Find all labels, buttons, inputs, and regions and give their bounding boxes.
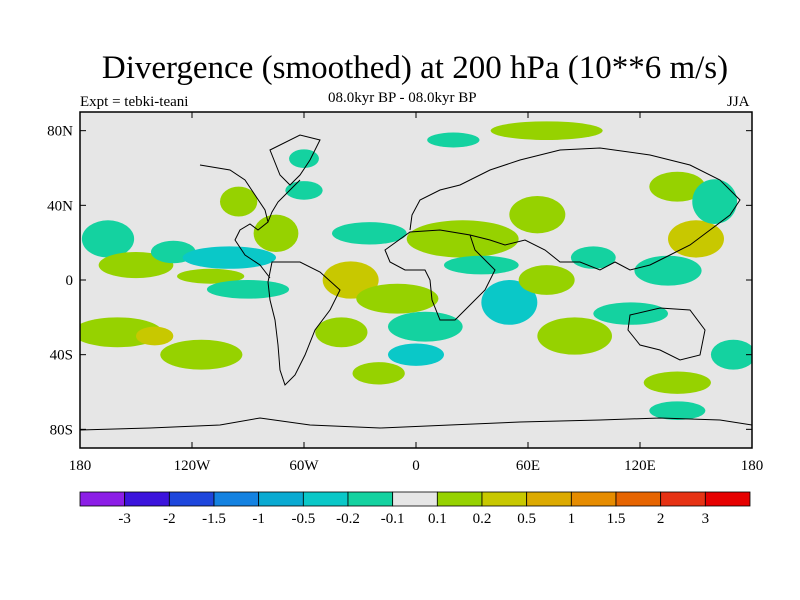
- anomaly-patch: [332, 222, 407, 245]
- colorbar-swatch: [168, 491, 215, 507]
- anomaly-patch: [253, 214, 299, 252]
- anomaly-patch: [206, 280, 290, 299]
- colorbar-label: -0.1: [381, 511, 405, 527]
- x-tick-label: 180: [69, 458, 92, 474]
- colorbar-swatch: [392, 491, 438, 507]
- x-tick-label: 0: [412, 458, 420, 474]
- colorbar-swatch: [570, 491, 617, 507]
- anomaly-patch: [427, 132, 480, 148]
- colorbar-label: 0.1: [428, 511, 447, 527]
- anomaly-patch: [593, 302, 669, 325]
- y-axis-ticks: 80N 40N 0 40S 80S: [47, 124, 752, 438]
- x-tick-label: 120W: [174, 458, 212, 474]
- colorbar-label: 1.5: [607, 511, 626, 527]
- colorbar-swatch: [526, 491, 572, 507]
- y-tick-label: 80N: [47, 124, 73, 140]
- anomaly-patch: [649, 401, 706, 420]
- colorbar-swatch: [481, 491, 528, 507]
- anomaly-patch: [490, 121, 603, 140]
- colorbar-swatch: [124, 491, 170, 507]
- chart-title: Divergence (smoothed) at 200 hPa (10**6 …: [101, 50, 729, 86]
- colorbar-label: 0.5: [517, 511, 536, 527]
- colorbar-label: -0.5: [291, 511, 315, 527]
- coastline-greenland: [269, 134, 321, 186]
- coastline-eurasia: [409, 147, 741, 271]
- y-tick-label: 40S: [50, 348, 73, 364]
- colorbar-swatch: [704, 491, 751, 507]
- colorbar-label: -3: [118, 511, 131, 527]
- anomaly-patch: [289, 149, 319, 169]
- coastline-north-america: [199, 164, 271, 279]
- colorbar-label: 3: [702, 511, 710, 527]
- anomaly-patch: [518, 265, 575, 295]
- x-axis-ticks: 180 120W 60W 0 60E 120E 180: [69, 112, 764, 474]
- coastline-antarctica: [80, 417, 752, 431]
- x-tick-label: 60E: [516, 458, 540, 474]
- anomaly-patch: [509, 196, 566, 234]
- colorbar-swatch: [615, 491, 662, 507]
- anomaly-patch: [160, 339, 243, 370]
- anomaly-patch: [182, 246, 276, 269]
- anomaly-patch: [352, 362, 405, 385]
- colorbar-label: -1: [252, 511, 265, 527]
- y-tick-label: 40N: [47, 198, 73, 214]
- anomaly-patch: [537, 317, 613, 355]
- anomaly-patch: [710, 339, 752, 370]
- colorbar-swatch: [436, 491, 483, 507]
- x-tick-label: 120E: [624, 458, 656, 474]
- coastline-north-america-east: [267, 179, 301, 223]
- coastline-australia: [627, 307, 706, 361]
- anomaly-patch: [98, 252, 174, 279]
- anomaly-patch: [220, 186, 258, 217]
- period-label: 08.0kyr BP - 08.0kyr BP: [328, 90, 477, 106]
- season-label: JJA: [727, 94, 750, 110]
- colorbar-label: 2: [657, 511, 665, 527]
- coastline-africa: [384, 229, 496, 321]
- anomaly-patch: [649, 171, 706, 202]
- x-tick-label: 60W: [289, 458, 319, 474]
- colorbar-label: 0.2: [473, 511, 492, 527]
- anomaly-patch: [177, 268, 245, 284]
- colorbar-swatch: [213, 491, 260, 507]
- colorbar-label: -0.2: [336, 511, 360, 527]
- coastline-south-america: [267, 261, 341, 386]
- anomaly-patch: [444, 255, 519, 275]
- anomaly-patch: [136, 326, 174, 346]
- anomaly-patch: [634, 255, 702, 286]
- y-tick-label: 0: [66, 273, 74, 289]
- colorbar-swatch: [660, 491, 706, 507]
- colorbar: -3 -2 -1.5 -1 -0.5 -0.2 -0.1 0.1 0.2 0.5 1 1.5 2 3: [79, 491, 751, 527]
- anomaly-patch: [356, 283, 439, 314]
- y-tick-label: 80S: [50, 422, 73, 438]
- coastlines: [80, 134, 752, 431]
- anomaly-patch: [322, 261, 379, 299]
- colorbar-label: -1.5: [202, 511, 226, 527]
- anomaly-patch: [643, 371, 711, 394]
- x-tick-label: 180: [741, 458, 764, 474]
- experiment-label: Expt = tebki-teani: [80, 94, 189, 110]
- anomaly-patch: [692, 179, 738, 225]
- anomaly-patch: [315, 317, 368, 348]
- anomaly-patch: [481, 280, 538, 325]
- anomaly-patch: [388, 343, 444, 366]
- colorbar-swatch: [302, 491, 349, 507]
- colorbar-swatch: [79, 491, 126, 507]
- anomaly-patch: [406, 220, 519, 258]
- colorbar-label: 1: [568, 511, 576, 527]
- colorbar-swatch: [258, 491, 304, 507]
- colorbar-label: -2: [163, 511, 176, 527]
- anomaly-patch: [81, 220, 135, 258]
- anomaly-patch: [388, 311, 463, 342]
- colorbar-swatch: [347, 491, 394, 507]
